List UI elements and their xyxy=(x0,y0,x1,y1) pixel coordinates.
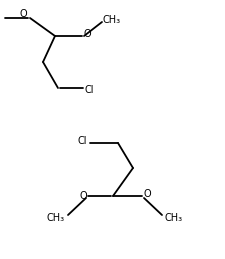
Text: Cl: Cl xyxy=(85,85,94,95)
Text: CH₃: CH₃ xyxy=(164,213,182,223)
Text: O: O xyxy=(83,29,90,39)
Text: Cl: Cl xyxy=(77,136,87,146)
Text: CH₃: CH₃ xyxy=(47,213,65,223)
Text: O: O xyxy=(19,9,27,19)
Text: O: O xyxy=(79,191,87,201)
Text: O: O xyxy=(143,189,151,199)
Text: CH₃: CH₃ xyxy=(103,15,121,25)
